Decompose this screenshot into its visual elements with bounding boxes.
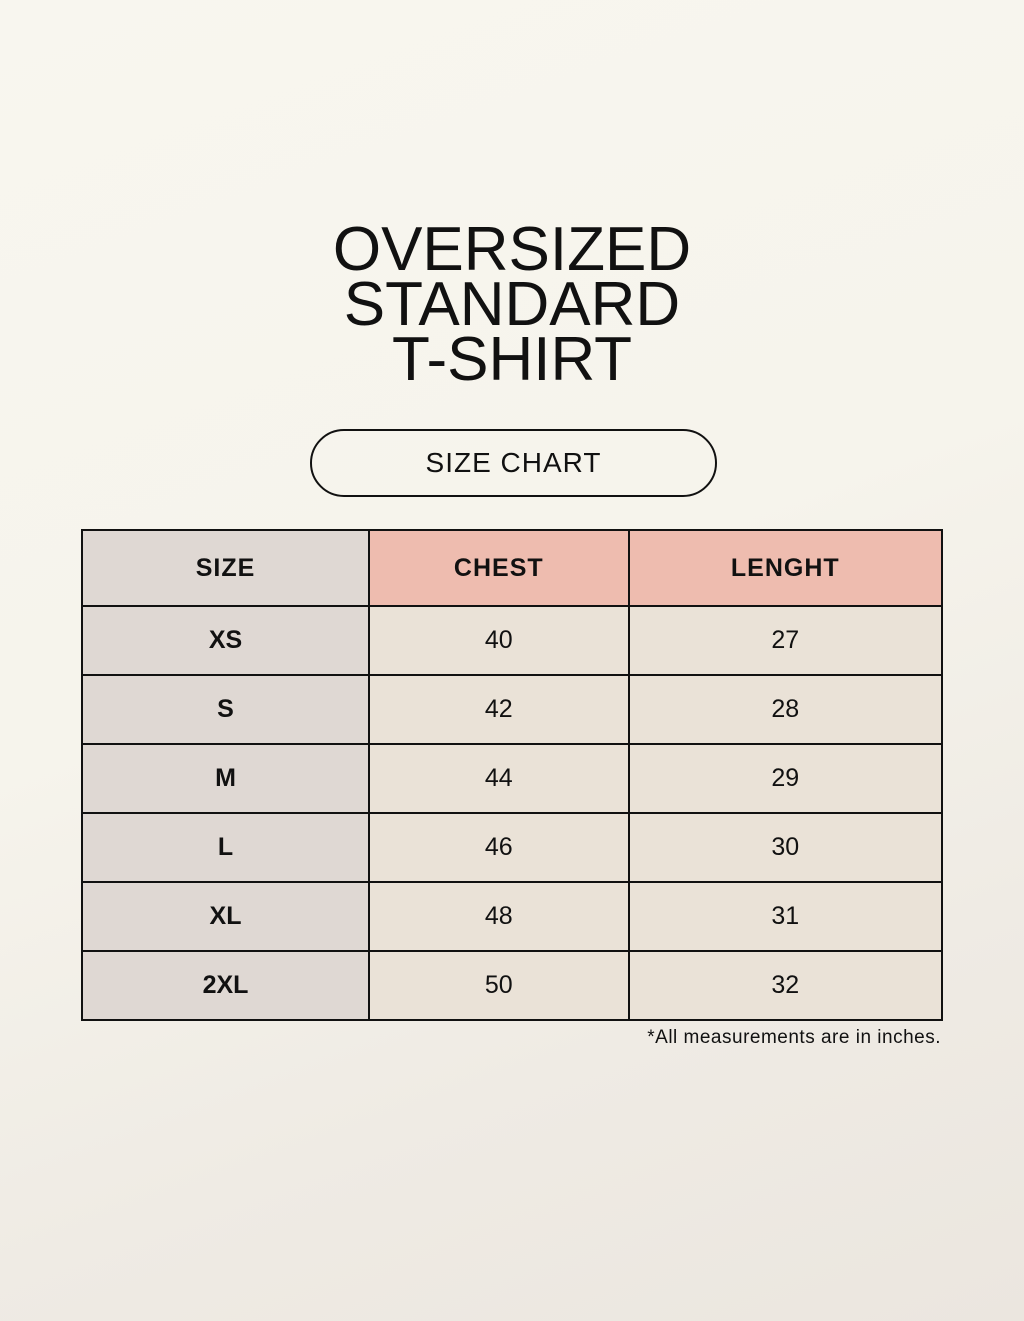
cell-size: S [81,674,370,745]
cell-chest: 44 [368,743,630,814]
table-row: L 46 30 [81,812,944,883]
table-row: XL 48 31 [81,881,944,952]
table-row: S 42 28 [81,674,944,745]
cell-size: 2XL [81,950,370,1021]
header-size: SIZE [81,529,370,607]
table-row: M 44 29 [81,743,944,814]
cell-size: M [81,743,370,814]
title-line: STANDARD [343,270,681,339]
title-line: OVERSIZED [332,215,692,284]
cell-chest: 48 [368,881,630,952]
size-chart-badge: SIZE CHART [310,429,717,497]
cell-size: L [81,812,370,883]
cell-length: 29 [627,743,944,814]
measurement-note: *All measurements are in inches. [647,1027,941,1048]
cell-length: 28 [627,674,944,745]
cell-chest: 42 [368,674,630,745]
cell-length: 32 [627,950,944,1021]
cell-size: XS [81,605,370,676]
header-length: LENGHT [627,529,944,607]
table-row: XS 40 27 [81,605,944,676]
cell-length: 30 [627,812,944,883]
cell-length: 31 [627,881,944,952]
cell-length: 27 [627,605,944,676]
cell-size: XL [81,881,370,952]
page-title: OVERSIZED STANDARD T-SHIRT [0,215,1024,394]
size-table: SIZE CHEST LENGHT XS 40 27 S 42 28 M 44 29 L 46 30 X… [81,529,944,1021]
header-chest: CHEST [368,529,630,607]
cell-chest: 46 [368,812,630,883]
table-row: 2XL 50 32 [81,950,944,1021]
cell-chest: 50 [368,950,630,1021]
table-header-row: SIZE CHEST LENGHT [81,529,944,607]
cell-chest: 40 [368,605,630,676]
title-line: T-SHIRT [392,325,632,394]
